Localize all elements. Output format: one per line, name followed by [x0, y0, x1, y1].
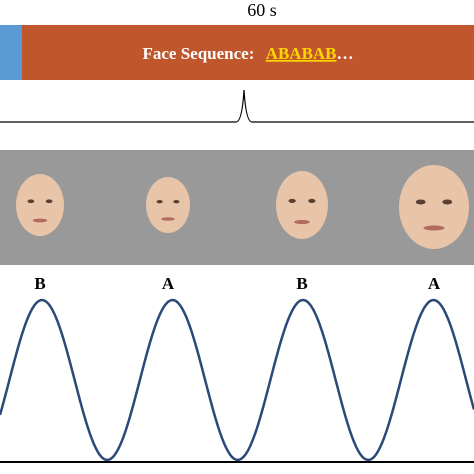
- eye: [308, 198, 316, 203]
- blue-segment: [0, 25, 22, 80]
- response-wave: [0, 298, 474, 462]
- face-label: B: [34, 274, 45, 293]
- mouth: [161, 217, 175, 221]
- face-band: [0, 150, 474, 265]
- sequence-label: Face Sequence:: [142, 44, 254, 63]
- mouth: [294, 219, 310, 225]
- face-label: B: [296, 274, 307, 293]
- face: [146, 177, 190, 233]
- eye: [173, 199, 180, 204]
- eye: [27, 199, 35, 204]
- eye: [45, 199, 53, 204]
- eye: [156, 199, 163, 204]
- mouth: [32, 218, 48, 223]
- face: [399, 165, 469, 249]
- face: [276, 171, 328, 239]
- eye: [288, 198, 296, 203]
- face-label: A: [162, 274, 175, 293]
- time-label: 60 s: [247, 0, 277, 20]
- brace: [0, 89, 474, 123]
- face-label: A: [428, 274, 441, 293]
- sequence-bar: [22, 25, 474, 80]
- sequence-text: Face Sequence: ABABAB…: [142, 44, 353, 63]
- eye: [442, 199, 453, 205]
- eye: [415, 199, 426, 205]
- face: [16, 174, 64, 236]
- mouth: [423, 225, 445, 231]
- sequence-ellipsis: …: [337, 44, 354, 63]
- faces: [16, 165, 469, 249]
- sequence-pattern: ABABAB: [266, 44, 337, 63]
